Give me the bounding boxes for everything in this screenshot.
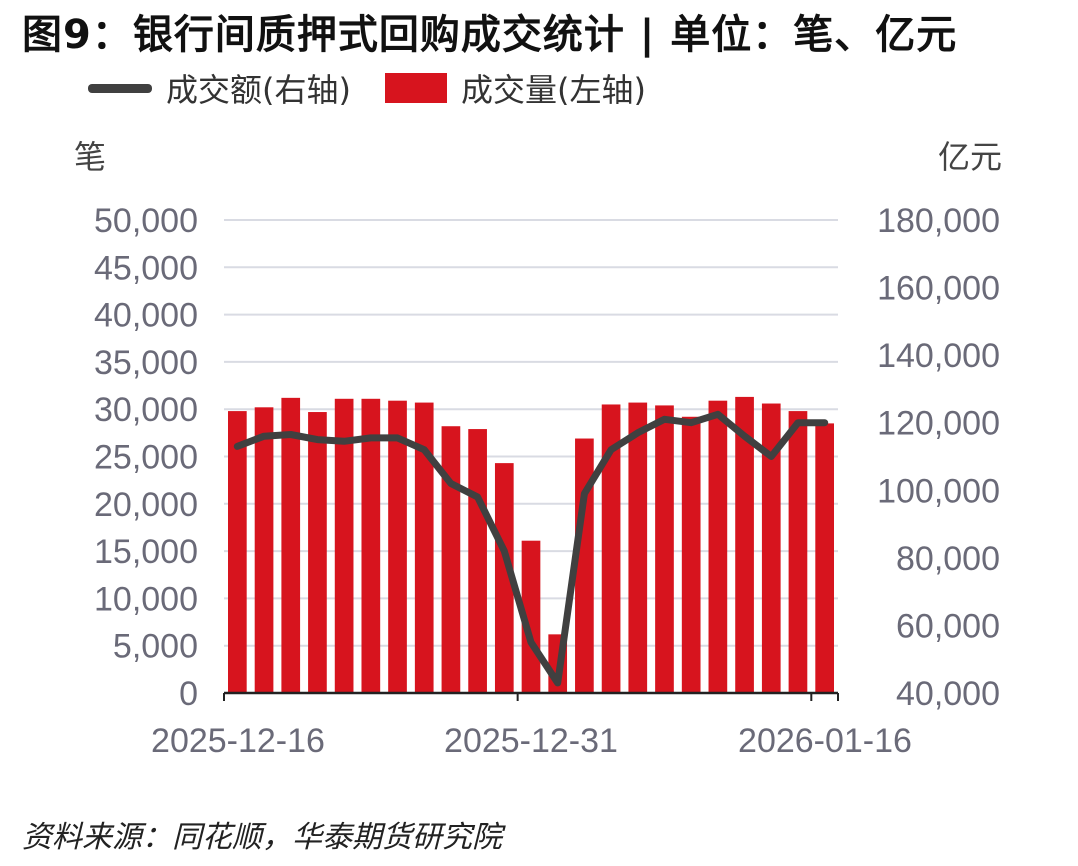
y-left-tick-label: 30,000 bbox=[94, 391, 198, 429]
bar bbox=[815, 423, 834, 693]
bar bbox=[788, 411, 808, 693]
y-left-tick-label: 50,000 bbox=[94, 202, 198, 240]
y-right-tick-label: 160,000 bbox=[877, 270, 1000, 308]
bar bbox=[228, 411, 247, 693]
bar bbox=[361, 398, 381, 693]
y-right-tick-label: 140,000 bbox=[877, 337, 1000, 375]
bar bbox=[735, 396, 754, 693]
bar bbox=[655, 405, 674, 693]
bar bbox=[281, 397, 301, 693]
y-right-tick-label: 120,000 bbox=[877, 405, 1000, 443]
chart-title: 图9：银行间质押式回购成交统计 | 单位：笔、亿元 bbox=[22, 12, 958, 58]
legend-label-bar: 成交量(左轴) bbox=[460, 71, 646, 109]
bar bbox=[468, 429, 487, 693]
bar bbox=[708, 400, 728, 693]
y-left-tick-label: 45,000 bbox=[94, 249, 198, 287]
right-axis-unit: 亿元 bbox=[937, 138, 1002, 176]
y-right-tick-label: 80,000 bbox=[896, 540, 1000, 578]
y-left-tick-label: 5,000 bbox=[113, 628, 198, 666]
bar bbox=[414, 402, 434, 693]
y-left-tick-label: 35,000 bbox=[94, 344, 198, 382]
y-right-tick-label: 180,000 bbox=[877, 202, 1000, 240]
source-note: 资料来源：同花顺，华泰期货研究院 bbox=[22, 820, 502, 855]
bar bbox=[388, 400, 407, 693]
legend-bar-swatch bbox=[384, 73, 447, 103]
y-left-tick-label: 25,000 bbox=[94, 439, 198, 477]
bar bbox=[681, 416, 701, 693]
chart-legend: 成交额(右轴) 成交量(左轴) bbox=[88, 66, 646, 110]
x-tick-label: 2025-12-31 bbox=[444, 722, 618, 760]
bar bbox=[494, 463, 514, 693]
bar bbox=[308, 412, 327, 693]
y-left-tick-label: 20,000 bbox=[94, 486, 198, 524]
bar bbox=[254, 407, 274, 693]
y-right-tick-label: 60,000 bbox=[896, 607, 1000, 645]
line-series-amount bbox=[233, 410, 829, 687]
y-left-tick-label: 10,000 bbox=[94, 580, 198, 618]
left-axis-unit: 笔 bbox=[74, 138, 107, 176]
bar bbox=[441, 426, 461, 693]
legend-label-line: 成交额(右轴) bbox=[166, 71, 351, 109]
x-tick-label: 2025-12-16 bbox=[151, 722, 325, 760]
x-tick-label: 2026-01-16 bbox=[738, 722, 912, 760]
legend-line-swatch bbox=[88, 83, 152, 93]
y-right-tick-label: 100,000 bbox=[877, 472, 1000, 510]
bar bbox=[628, 402, 648, 693]
y-right-tick-label: 40,000 bbox=[896, 675, 1000, 713]
y-left-tick-label: 0 bbox=[179, 675, 198, 713]
bar bbox=[601, 404, 621, 693]
y-left-tick-label: 15,000 bbox=[94, 533, 198, 571]
y-left-tick-label: 40,000 bbox=[94, 297, 198, 335]
bar bbox=[334, 398, 354, 693]
bar bbox=[761, 403, 781, 693]
